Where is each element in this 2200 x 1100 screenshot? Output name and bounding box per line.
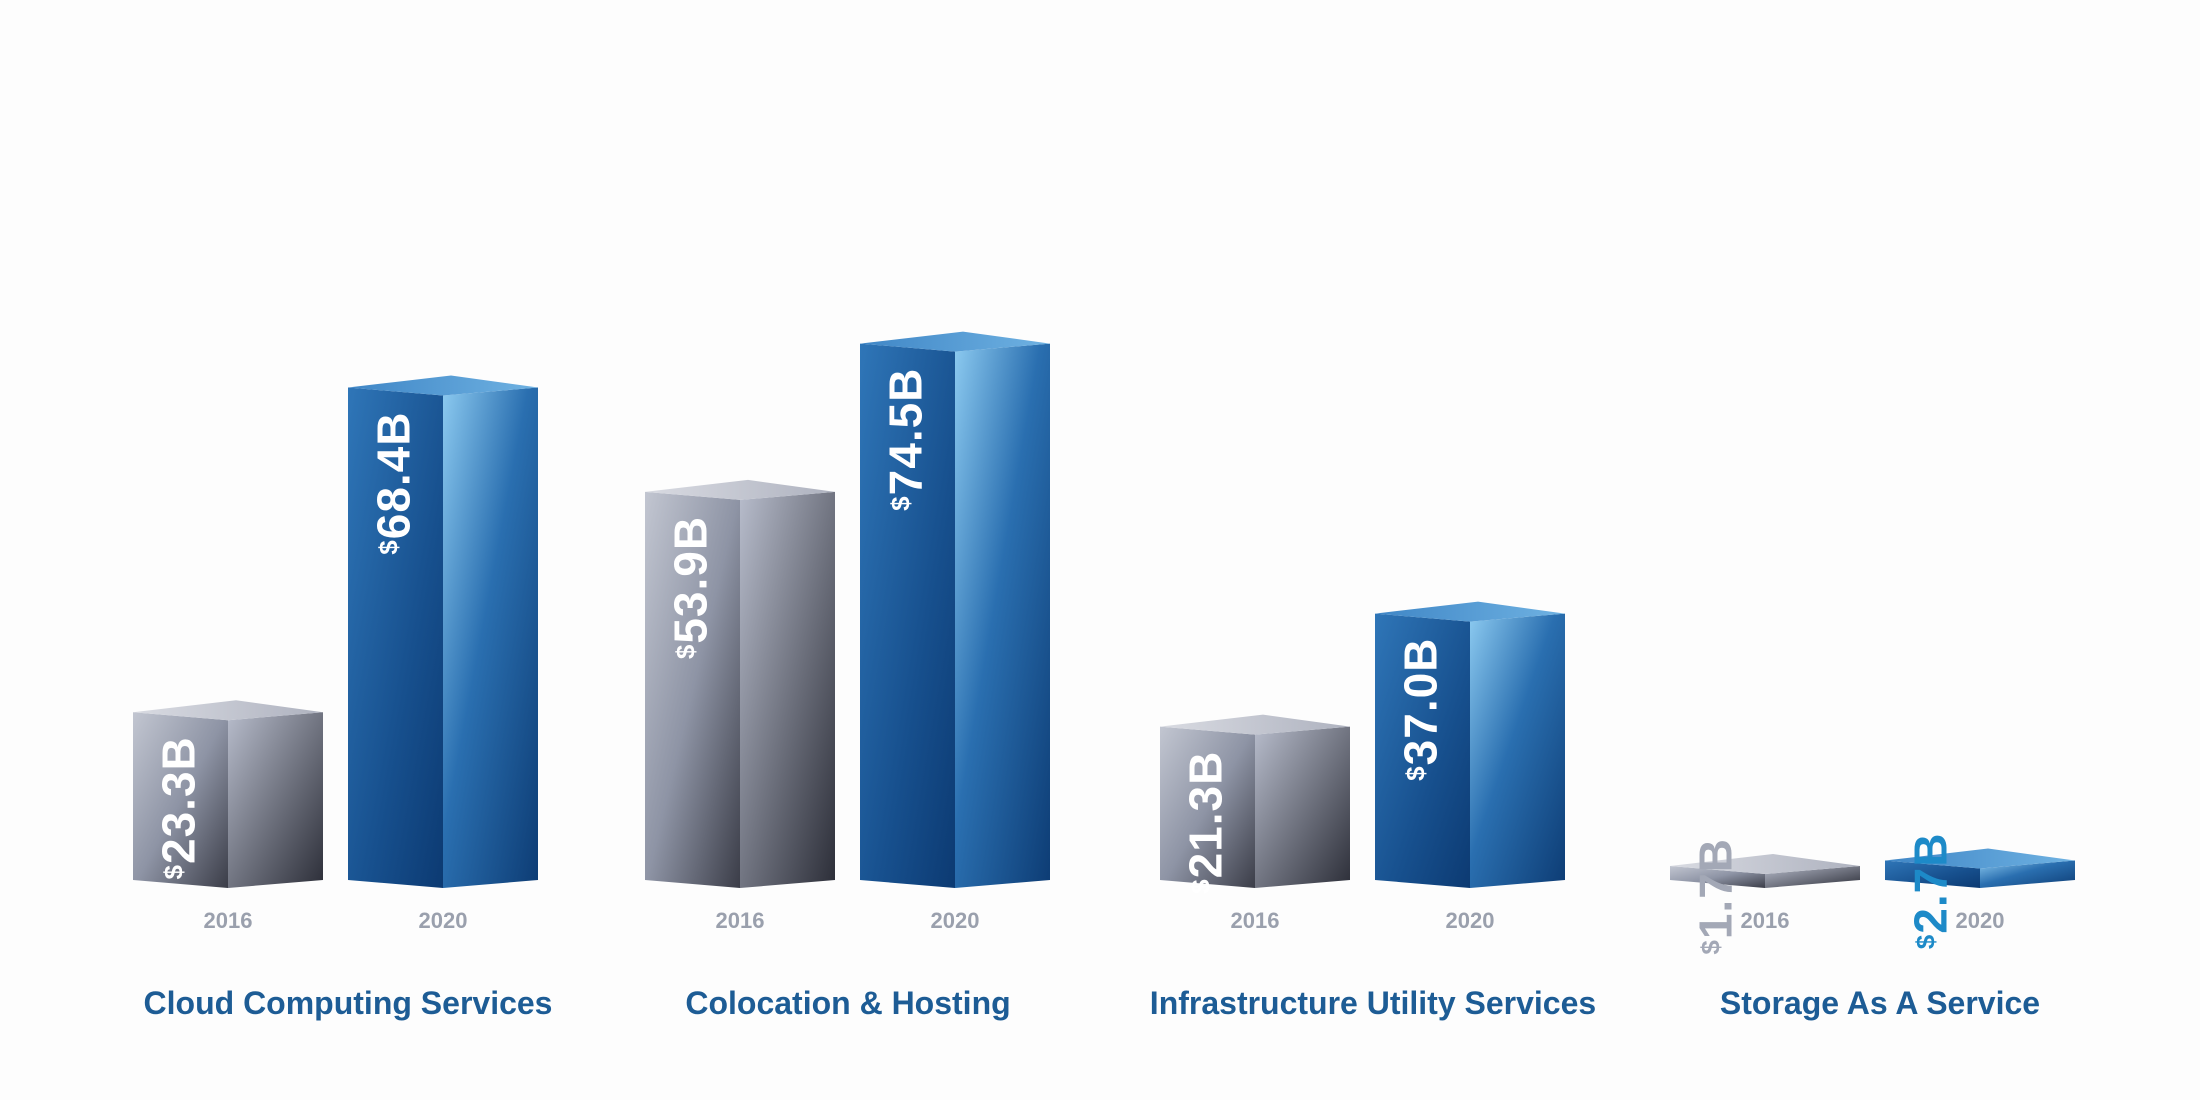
category-label: Infrastructure Utility Services: [1150, 985, 1596, 1021]
bar-top-face: [1670, 854, 1860, 874]
bar-side-face: [1470, 613, 1565, 888]
bar-top-face: [1885, 848, 2075, 869]
value-label: $74.5B: [880, 368, 932, 511]
x-tick-label: 2016: [1231, 908, 1280, 933]
bar-infrastructure-utility-services-2016: [1160, 714, 1350, 888]
bar-infrastructure-utility-services-2020: [1375, 601, 1565, 888]
x-tick-label: 2016: [1741, 908, 1790, 933]
bar-front-face: [645, 491, 740, 888]
x-tick-label: 2020: [1446, 908, 1495, 933]
value-label: $1.7B: [1690, 838, 1742, 955]
value-label: $21.3B: [1180, 751, 1232, 894]
bar-top-face: [1375, 601, 1565, 622]
x-tick-label: 2020: [1956, 908, 2005, 933]
bar-top-face: [1160, 714, 1350, 735]
x-tick-label: 2016: [716, 908, 765, 933]
bar-cloud-computing-services-2020: [348, 375, 538, 888]
bar-side-face: [1765, 866, 1860, 888]
bar-top-face: [645, 479, 835, 500]
value-label: $53.9B: [665, 516, 717, 659]
bar-colocation-hosting-2020: [860, 331, 1050, 889]
bar-front-face: [1885, 860, 1980, 888]
bar-side-face: [228, 712, 323, 888]
value-label: $37.0B: [1395, 638, 1447, 781]
category-label: Storage As A Service: [1720, 985, 2040, 1021]
bar-side-face: [1980, 860, 2075, 888]
category-label: Cloud Computing Services: [144, 985, 553, 1021]
bar-side-face: [443, 387, 538, 888]
bar-top-face: [860, 331, 1050, 352]
bar-front-face: [860, 343, 955, 889]
bar-top-face: [133, 700, 323, 721]
value-label: $2.7B: [1905, 833, 1957, 950]
value-label: $23.3B: [153, 736, 205, 879]
bar-front-face: [1670, 866, 1765, 888]
bar-front-face: [348, 387, 443, 888]
bar-top-face: [348, 375, 538, 396]
bar-side-face: [740, 491, 835, 888]
bar-side-face: [955, 343, 1050, 889]
bar-side-face: [1255, 726, 1350, 888]
x-tick-label: 2020: [419, 908, 468, 933]
category-label: Colocation & Hosting: [685, 985, 1010, 1021]
bar-front-face: [1160, 726, 1255, 888]
bar-colocation-hosting-2016: [645, 479, 835, 888]
x-tick-label: 2016: [204, 908, 253, 933]
x-tick-label: 2020: [931, 908, 980, 933]
value-label: $68.4B: [368, 412, 420, 555]
bar-storage-as-a-service-2016: [1670, 854, 1860, 888]
bar-front-face: [133, 712, 228, 888]
bar-storage-as-a-service-2020: [1885, 848, 2075, 888]
bar-cloud-computing-services-2016: [133, 700, 323, 888]
bar-front-face: [1375, 613, 1470, 888]
